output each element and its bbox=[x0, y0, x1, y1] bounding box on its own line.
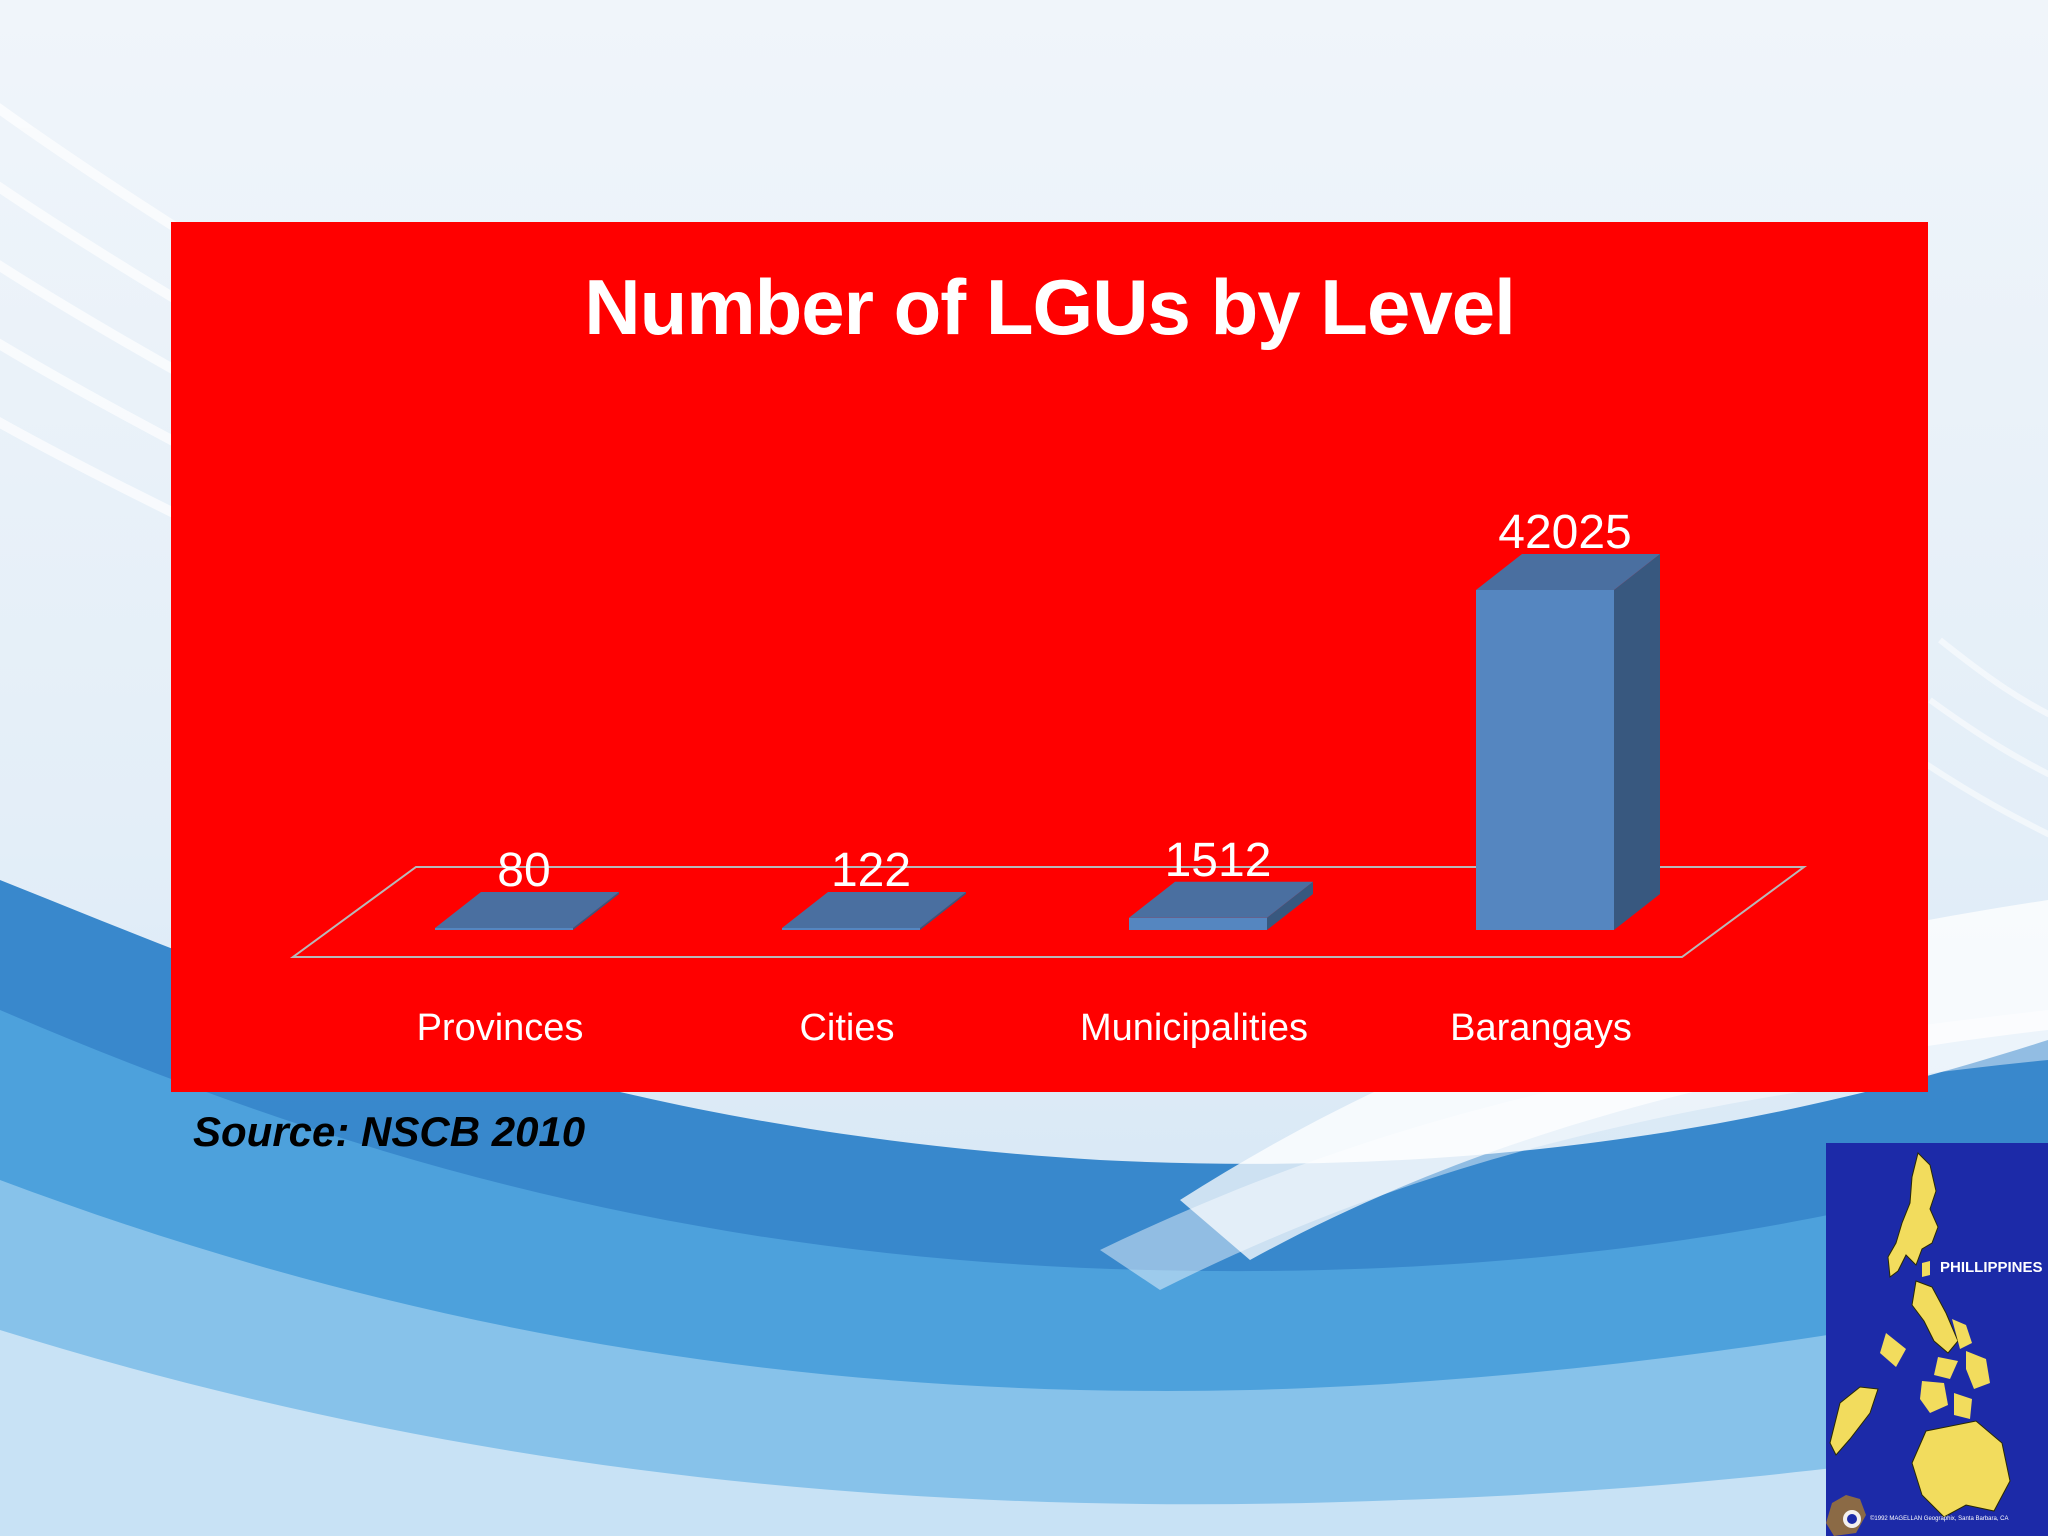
category-label-provinces: Provinces bbox=[417, 1007, 584, 1049]
bar-front-barangays bbox=[1476, 590, 1614, 930]
bar-front-cities bbox=[782, 928, 920, 930]
bar-cities: 122 Cities bbox=[782, 844, 966, 1049]
bar-top-provinces bbox=[435, 892, 619, 928]
category-label-barangays: Barangays bbox=[1450, 1007, 1632, 1049]
category-label-municipalities: Municipalities bbox=[1080, 1007, 1308, 1049]
bar-provinces: 80 Provinces bbox=[417, 844, 619, 1049]
data-label-provinces: 80 bbox=[497, 844, 550, 897]
data-label-municipalities: 1512 bbox=[1165, 834, 1272, 887]
chart-floor bbox=[289, 866, 1808, 958]
source-note: Source: NSCB 2010 bbox=[193, 1108, 586, 1155]
bar-chart: 80 Provinces 122 Cities 1512 Municipalities 42… bbox=[289, 506, 1808, 1049]
bar-top-municipalities bbox=[1129, 881, 1313, 918]
map-credit: ©1992 MAGELLAN Geographix, Santa Barbara… bbox=[1870, 1516, 2009, 1522]
philippines-map-inset: PHILLIPPINES ©1992 MAGELLAN Geographix, … bbox=[1826, 1143, 2048, 1536]
bar-side-municipalities bbox=[1267, 881, 1313, 930]
bar-municipalities: 1512 Municipalities bbox=[1080, 834, 1313, 1049]
data-label-cities: 122 bbox=[831, 844, 911, 897]
bar-side-cities bbox=[920, 892, 966, 930]
map-label: PHILLIPPINES bbox=[1940, 1259, 2043, 1276]
bar-side-barangays bbox=[1614, 554, 1660, 930]
category-label-cities: Cities bbox=[799, 1007, 894, 1049]
chart-title: Number of LGUs by Level bbox=[584, 263, 1516, 351]
bar-front-municipalities bbox=[1129, 917, 1267, 930]
bar-side-provinces bbox=[573, 892, 619, 930]
bar-barangays: 42025 Barangays bbox=[1450, 506, 1660, 1049]
bar-top-barangays bbox=[1476, 554, 1660, 590]
data-label-barangays: 42025 bbox=[1498, 506, 1631, 559]
bar-front-provinces bbox=[435, 928, 573, 930]
philippines-map-icon bbox=[1826, 1152, 2011, 1536]
chart-panel: 80 Provinces 122 Cities 1512 Municipalities 42… bbox=[171, 222, 1928, 1092]
bar-top-cities bbox=[782, 892, 966, 928]
